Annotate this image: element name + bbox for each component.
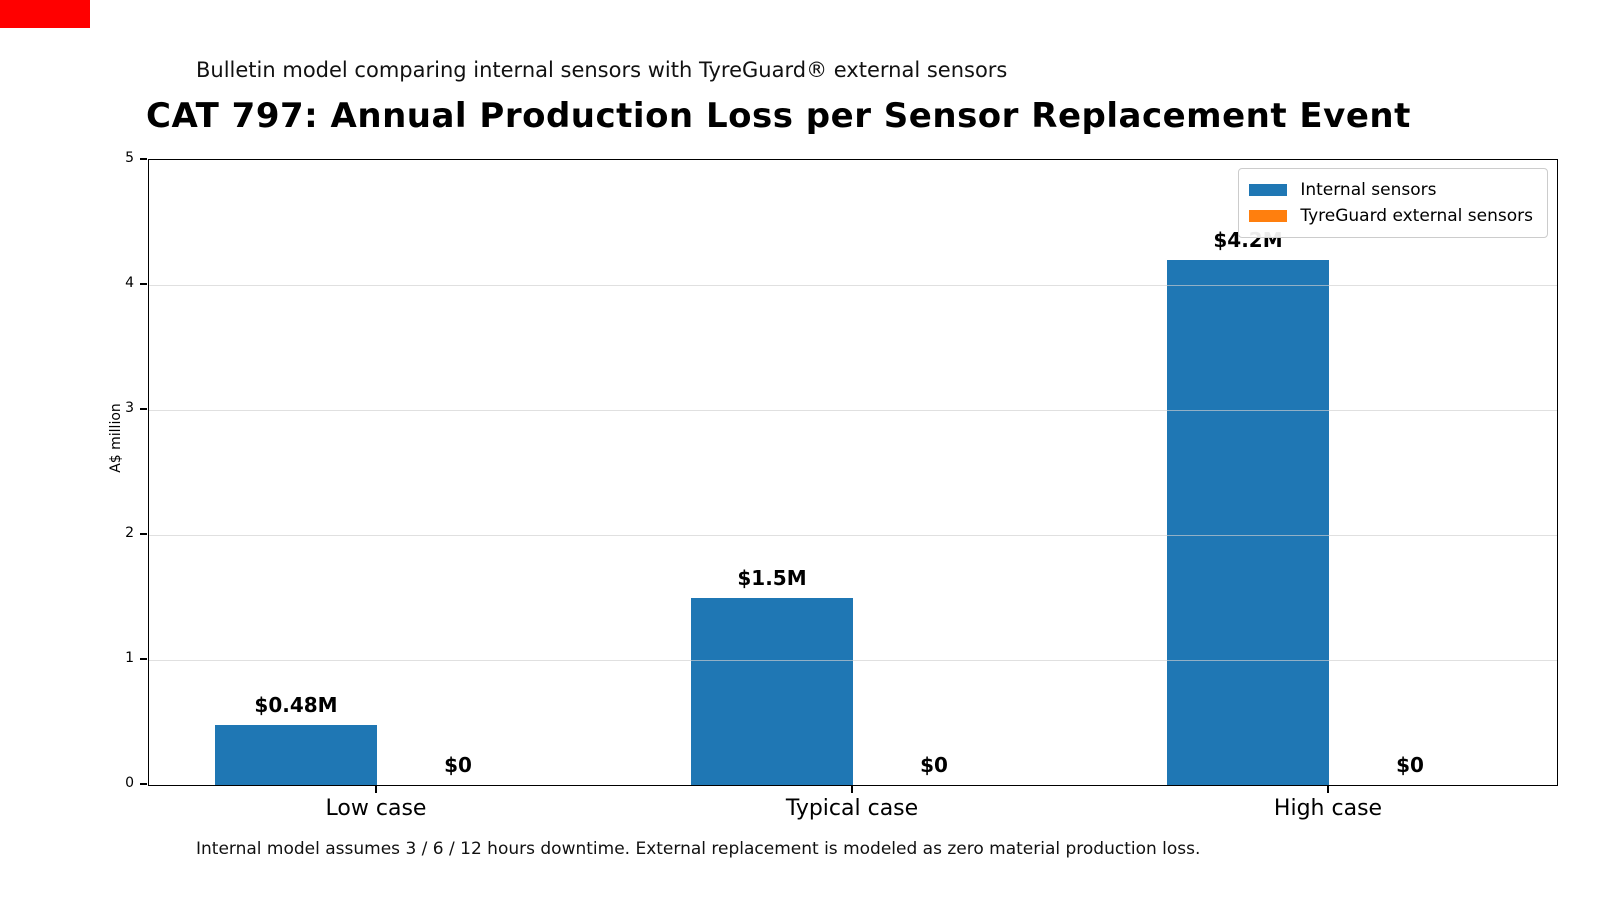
y-tick-label: 1: [125, 650, 134, 666]
x-tick-mark: [375, 786, 377, 793]
x-tick-label: Typical case: [785, 796, 919, 821]
gridline: [149, 285, 1557, 286]
bar: [691, 597, 853, 785]
bar-value-label: $0: [444, 753, 472, 777]
y-tick-mark: [140, 408, 147, 410]
gridline: [149, 660, 1557, 661]
chart-subtitle: Bulletin model comparing internal sensor…: [196, 58, 1008, 82]
legend-item: TyreGuard external sensors: [1249, 203, 1533, 229]
legend-swatch: [1249, 210, 1288, 222]
red-corner-badge: [0, 0, 90, 28]
legend-label: Internal sensors: [1300, 180, 1437, 200]
y-tick-label: 4: [125, 275, 134, 291]
x-tick-label: High case: [1273, 796, 1383, 821]
legend-swatch: [1249, 184, 1288, 196]
y-tick-mark: [140, 283, 147, 285]
y-tick-mark: [140, 658, 147, 660]
chart-title: CAT 797: Annual Production Loss per Sens…: [146, 96, 1411, 136]
legend-label: TyreGuard external sensors: [1300, 206, 1533, 226]
plot-area: $0.48M $1.5M $4.2M $0 $0 $0 Internal sensors T…: [148, 159, 1558, 786]
bar-value-label: $1.5M: [737, 565, 807, 590]
y-tick-label: 3: [125, 400, 134, 416]
y-axis-title: A$ million: [108, 403, 124, 473]
y-tick-label: 5: [125, 150, 134, 166]
legend-item: Internal sensors: [1249, 177, 1533, 203]
bar-value-label: $0: [1396, 753, 1424, 777]
y-tick-mark: [140, 783, 147, 785]
footnote-text: Internal model assumes 3 / 6 / 12 hours …: [196, 839, 1201, 859]
bar: [1167, 260, 1329, 785]
x-tick-label: Low case: [325, 796, 427, 821]
gridline: [149, 410, 1557, 411]
bar: [215, 725, 377, 785]
x-tick-mark: [851, 786, 853, 793]
bar-value-label: $0.48M: [254, 693, 338, 717]
x-tick-mark: [1327, 786, 1329, 793]
gridline: [149, 535, 1557, 536]
y-tick-label: 2: [125, 525, 134, 541]
bar-value-label: $0: [920, 753, 948, 777]
y-tick-mark: [140, 158, 147, 160]
y-tick-mark: [140, 533, 147, 535]
legend: Internal sensors TyreGuard external senso…: [1238, 168, 1548, 238]
y-tick-label: 0: [125, 775, 134, 791]
